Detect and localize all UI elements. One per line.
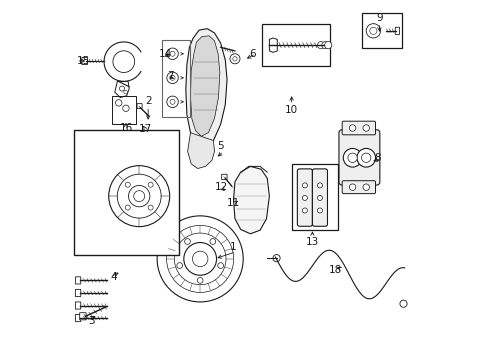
Circle shape: [197, 278, 203, 283]
Circle shape: [170, 99, 175, 104]
FancyBboxPatch shape: [75, 277, 81, 284]
Circle shape: [117, 174, 161, 218]
Text: 11: 11: [227, 198, 240, 208]
Circle shape: [122, 105, 129, 112]
Circle shape: [177, 263, 183, 269]
Circle shape: [233, 57, 237, 61]
Circle shape: [134, 191, 145, 202]
Circle shape: [322, 41, 329, 49]
Circle shape: [170, 75, 175, 80]
FancyBboxPatch shape: [339, 130, 380, 185]
Polygon shape: [188, 133, 215, 168]
Circle shape: [230, 54, 240, 64]
Circle shape: [184, 243, 217, 275]
FancyBboxPatch shape: [342, 121, 375, 135]
Circle shape: [185, 239, 191, 244]
Circle shape: [366, 24, 381, 38]
FancyBboxPatch shape: [80, 313, 86, 320]
Circle shape: [348, 153, 357, 162]
Circle shape: [167, 96, 178, 108]
Text: 9: 9: [376, 13, 383, 23]
Circle shape: [116, 100, 122, 106]
Polygon shape: [270, 38, 277, 52]
Circle shape: [318, 195, 322, 201]
Circle shape: [302, 195, 307, 201]
Bar: [74, 130, 179, 255]
FancyBboxPatch shape: [137, 104, 142, 109]
Circle shape: [357, 148, 375, 167]
FancyBboxPatch shape: [395, 27, 399, 35]
Text: 6: 6: [249, 49, 256, 59]
Text: 13: 13: [306, 237, 319, 247]
Text: 16: 16: [120, 123, 133, 133]
Circle shape: [157, 216, 243, 302]
Circle shape: [125, 182, 130, 187]
Circle shape: [318, 208, 322, 213]
Text: 18: 18: [329, 265, 342, 275]
Circle shape: [362, 153, 371, 162]
Circle shape: [302, 183, 307, 188]
FancyBboxPatch shape: [82, 57, 88, 64]
Circle shape: [324, 41, 332, 49]
Circle shape: [349, 125, 356, 131]
Circle shape: [193, 251, 208, 267]
Circle shape: [167, 72, 178, 84]
Circle shape: [170, 51, 175, 56]
FancyBboxPatch shape: [75, 289, 81, 297]
Text: 10: 10: [285, 105, 298, 115]
Text: 7: 7: [167, 71, 173, 81]
Text: 4: 4: [111, 272, 117, 282]
Text: 14: 14: [159, 49, 172, 59]
Circle shape: [128, 185, 150, 207]
FancyBboxPatch shape: [342, 181, 375, 194]
Text: 1: 1: [229, 242, 236, 252]
Circle shape: [218, 263, 223, 269]
Circle shape: [363, 125, 369, 131]
Circle shape: [174, 233, 226, 285]
Circle shape: [148, 182, 153, 187]
Circle shape: [167, 225, 234, 292]
Text: 2: 2: [145, 96, 151, 107]
Circle shape: [349, 184, 356, 190]
Bar: [262, 24, 330, 66]
Bar: [293, 164, 338, 230]
Polygon shape: [191, 36, 220, 136]
FancyBboxPatch shape: [297, 169, 313, 226]
Bar: [362, 13, 402, 48]
Circle shape: [210, 239, 216, 244]
Circle shape: [302, 208, 307, 213]
Circle shape: [318, 41, 324, 49]
Bar: [112, 96, 136, 125]
Text: 8: 8: [375, 153, 381, 163]
Bar: [162, 40, 190, 117]
Circle shape: [148, 205, 153, 210]
Polygon shape: [115, 81, 129, 98]
FancyBboxPatch shape: [313, 169, 327, 226]
Polygon shape: [234, 166, 270, 234]
Circle shape: [109, 166, 170, 226]
Circle shape: [318, 183, 322, 188]
Circle shape: [124, 90, 127, 94]
Circle shape: [370, 27, 377, 35]
Circle shape: [400, 300, 407, 307]
FancyBboxPatch shape: [75, 302, 81, 309]
FancyBboxPatch shape: [221, 174, 227, 180]
Circle shape: [120, 86, 124, 91]
Text: 3: 3: [88, 316, 95, 325]
Circle shape: [343, 148, 362, 167]
Text: 5: 5: [217, 141, 223, 151]
Text: 12: 12: [215, 182, 228, 192]
Text: 15: 15: [76, 56, 90, 66]
Text: 17: 17: [139, 124, 152, 134]
Circle shape: [273, 255, 280, 262]
Circle shape: [363, 184, 369, 190]
Polygon shape: [186, 29, 227, 148]
Circle shape: [167, 48, 178, 59]
FancyBboxPatch shape: [75, 315, 81, 321]
Circle shape: [125, 205, 130, 210]
